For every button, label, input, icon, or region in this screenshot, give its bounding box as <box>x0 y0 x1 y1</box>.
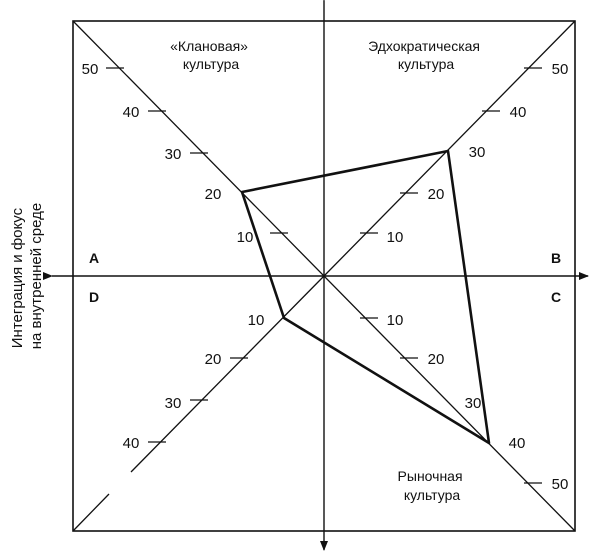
tick-label: 40 <box>509 435 526 452</box>
tick-label: 20 <box>428 351 445 368</box>
market-culture-title: Рыночная культура <box>398 468 467 503</box>
diagonal-hierarchy-outer <box>72 493 110 532</box>
tick-label: 50 <box>552 476 569 493</box>
tick-label: 30 <box>469 144 486 161</box>
clan-culture-title: «Клановая» культура <box>170 38 252 72</box>
tick-label: 10 <box>248 312 265 329</box>
adhocracy-culture-title: Эдхократическая культура <box>368 38 484 72</box>
tick-label: 40 <box>510 104 527 121</box>
quadrant-letter-b: B <box>551 250 561 266</box>
tick-label: 20 <box>205 186 222 203</box>
tick-label: 30 <box>465 395 482 412</box>
tick-label: 10 <box>387 229 404 246</box>
quadrant-letter-c: C <box>551 289 561 305</box>
y-axis-label: Интеграция и фокус на внутренней среде <box>9 203 45 350</box>
tick-label: 30 <box>165 146 182 163</box>
diagonal-hierarchy-inner <box>130 275 325 473</box>
tick-label: 50 <box>82 61 99 78</box>
tick-label: 40 <box>123 104 140 121</box>
tick-label: 10 <box>387 312 404 329</box>
tick-label: 20 <box>428 186 445 203</box>
profile-polygon <box>240 149 491 445</box>
quadrant-letter-d: D <box>89 289 99 305</box>
tick-marks <box>106 67 542 484</box>
tick-label: 40 <box>123 435 140 452</box>
quadrant-letter-a: A <box>89 250 99 266</box>
tick-label: 10 <box>237 229 254 246</box>
tick-label: 30 <box>165 395 182 412</box>
tick-label: 50 <box>552 61 569 78</box>
tick-label: 20 <box>205 351 222 368</box>
